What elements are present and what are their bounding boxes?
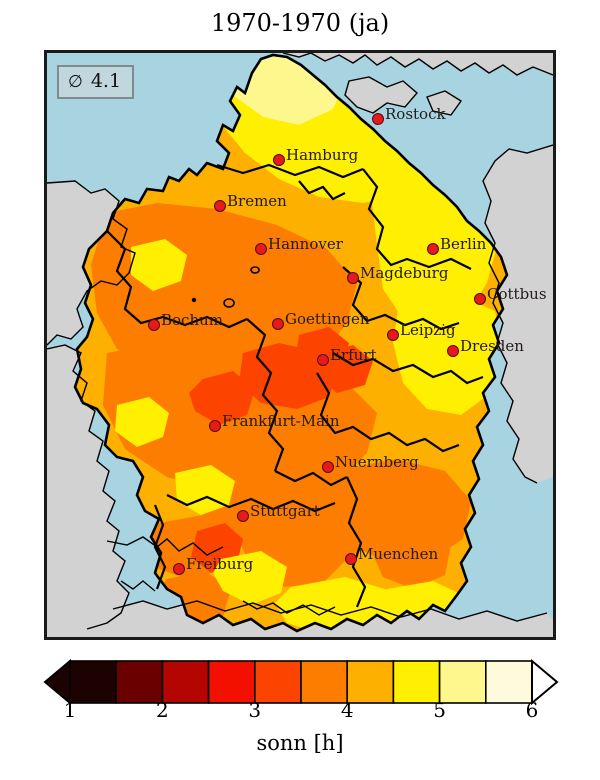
mean-value-box: ∅ 4.1 [57,65,135,99]
city-dot-icon [474,293,486,305]
mean-value: 4.1 [90,70,122,92]
map-axes[interactable]: ∅ 4.1 Rostock Hamburg Bremen Hannover Berlin M… [44,50,556,640]
city-dot-icon [237,510,249,522]
city-label: Nuernberg [335,453,419,471]
city-label: Berlin [440,235,487,253]
city-dot-icon [214,200,226,212]
colorbar-segment[interactable] [392,660,441,704]
colorbar-segment[interactable] [115,660,164,704]
city-dot-icon [427,243,439,255]
state-borders [106,163,484,608]
city-label: Muenchen [358,545,439,563]
colorbar-extend-max [531,658,559,706]
city-label: Erfurt [330,346,377,364]
city-dot-icon [273,154,285,166]
colorbar-segment[interactable] [300,660,349,704]
colorbar-segment[interactable] [161,660,210,704]
city-dot-icon [272,318,284,330]
city-label: Dresden [460,337,524,355]
colorbar-tick: 1 [63,698,77,722]
city-label: Hamburg [286,146,359,164]
city-dot-icon [372,113,384,125]
city-dot-icon [345,553,357,565]
colorbar-tick: 6 [525,698,539,722]
colorbar-segment[interactable] [438,660,487,704]
city-label: Goettingen [285,310,370,328]
city-dot-icon [317,354,329,366]
national-border [73,53,509,633]
colorbar-segment[interactable] [346,660,395,704]
coastline-thin [47,53,553,630]
city-label: Frankfurt-Main [222,412,340,430]
city-label: Hannover [268,235,343,253]
colorbar-segment[interactable] [207,660,256,704]
city-label: Magdeburg [360,264,449,282]
city-label: Freiburg [186,555,254,573]
colorbar-tick: 4 [340,698,354,722]
colorbar[interactable]: 1 2 3 4 5 6 sonn [h] [0,655,600,780]
colorbar-swatches[interactable] [0,655,600,715]
city-dot-icon [148,319,160,331]
city-label: Rostock [385,105,446,123]
mean-symbol: ∅ [68,72,83,92]
interior-markers [191,266,260,308]
city-dot-icon [447,345,459,357]
city-label: Stuttgart [250,502,320,520]
city-label: Bremen [227,192,287,210]
colorbar-extend-min [43,658,71,706]
colorbar-label: sonn [h] [256,731,344,755]
colorbar-segment[interactable] [254,660,302,704]
city-dot-icon [173,563,185,575]
germany-sunshine-map [47,53,553,637]
city-dot-icon [255,243,267,255]
city-dot-icon [347,272,359,284]
city-label: Leipzig [400,321,456,339]
city-dot-icon [209,420,221,432]
city-dot-icon [387,329,399,341]
colorbar-tick: 5 [433,698,446,722]
colorbar-segment[interactable] [69,660,118,704]
colorbar-tick: 3 [248,698,262,722]
city-label: Cottbus [487,285,547,303]
city-label: Bochum [161,311,223,329]
city-dot-icon [322,461,334,473]
colorbar-tick: 2 [156,698,169,722]
colorbar-segment[interactable] [484,660,533,704]
page-title: 1970-1970 (ja) [210,9,390,37]
